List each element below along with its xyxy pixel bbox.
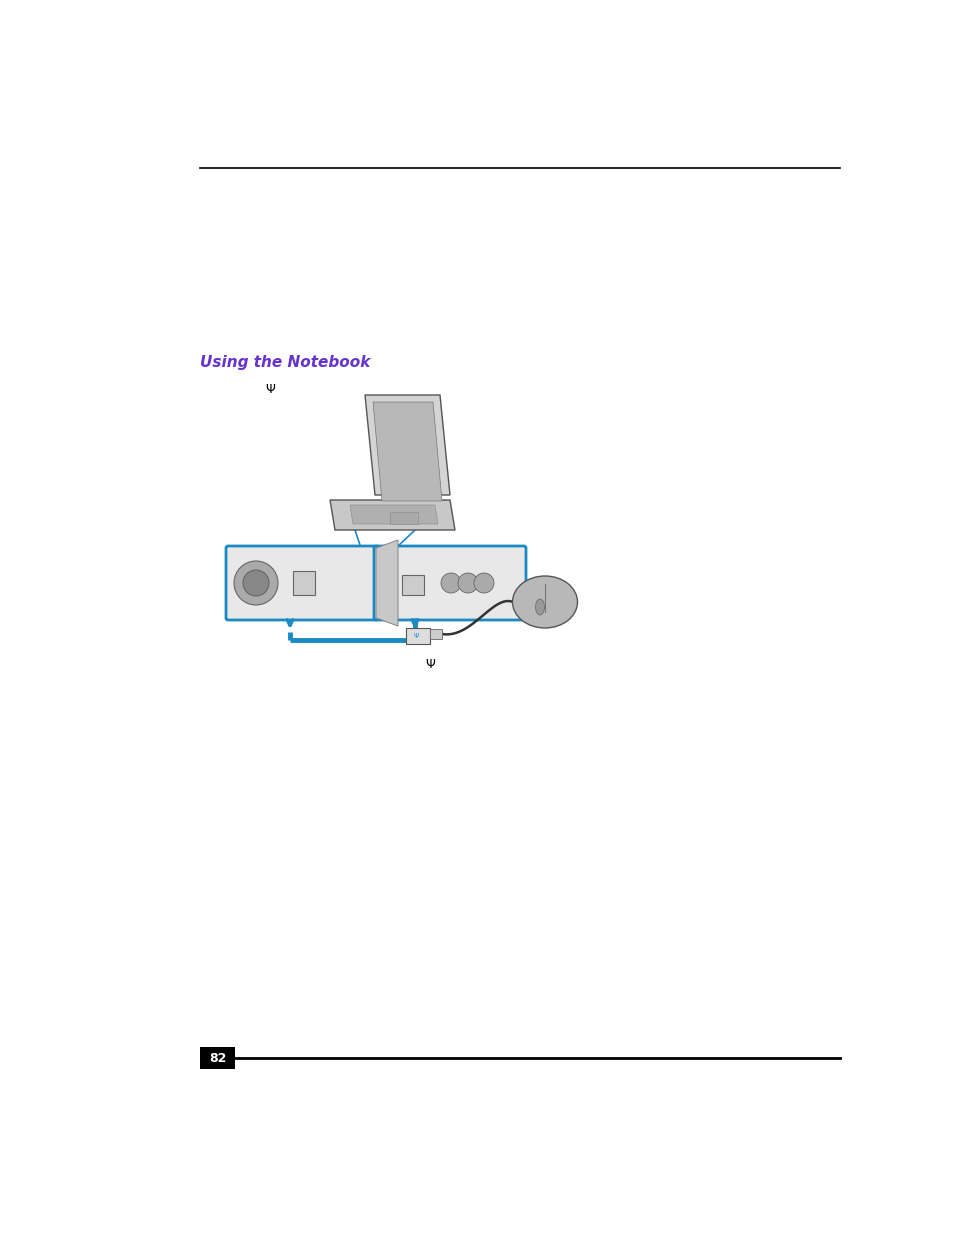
Circle shape <box>474 573 494 593</box>
Bar <box>293 571 314 595</box>
Circle shape <box>440 573 460 593</box>
Ellipse shape <box>535 599 544 615</box>
FancyBboxPatch shape <box>226 546 377 620</box>
Text: Using the Notebook: Using the Notebook <box>200 354 370 370</box>
Bar <box>200 1047 234 1070</box>
FancyBboxPatch shape <box>374 546 525 620</box>
Bar <box>401 576 423 595</box>
Polygon shape <box>375 540 397 626</box>
Bar <box>406 629 430 643</box>
Text: 82: 82 <box>209 1051 226 1065</box>
Circle shape <box>233 561 277 605</box>
Text: Ψ: Ψ <box>265 383 274 396</box>
Polygon shape <box>373 403 441 501</box>
Circle shape <box>243 571 269 597</box>
Bar <box>430 629 441 638</box>
Circle shape <box>457 573 477 593</box>
Bar <box>390 513 417 524</box>
Polygon shape <box>330 500 455 530</box>
Ellipse shape <box>512 576 577 629</box>
Polygon shape <box>365 395 450 495</box>
Text: Ψ: Ψ <box>425 658 435 671</box>
Text: Ψ: Ψ <box>413 634 418 638</box>
Polygon shape <box>350 505 437 524</box>
